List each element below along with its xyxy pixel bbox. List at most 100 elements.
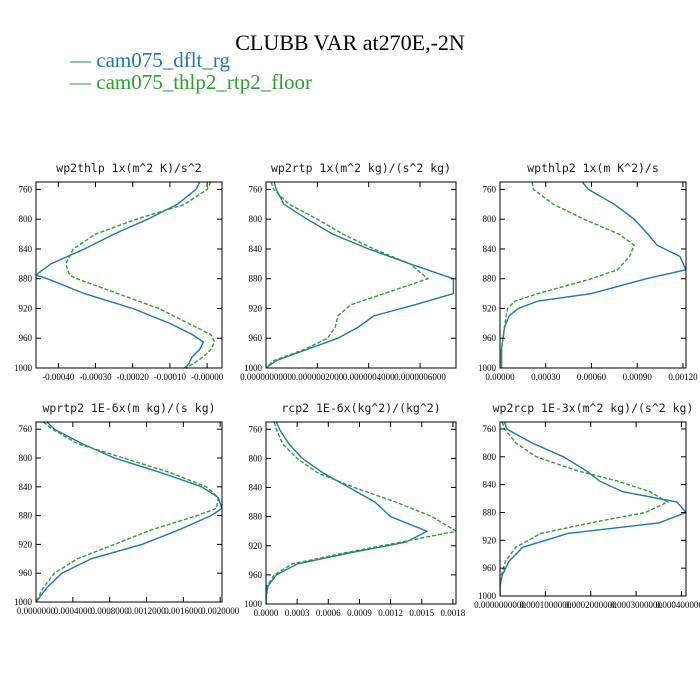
x-tick-label: 0.0009 <box>347 608 372 618</box>
x-tick-label: 0.00000 <box>485 372 515 382</box>
plot-frame <box>499 181 687 369</box>
x-tick-label: -0.00020 <box>117 372 150 382</box>
x-tick-label: -0.00010 <box>154 372 187 382</box>
x-tick-label: 0.0004000 <box>54 606 93 616</box>
y-tick-label: 840 <box>483 244 497 254</box>
y-tick-label: 840 <box>483 480 497 490</box>
y-tick-label: 1000 <box>14 363 33 373</box>
x-tick-label: 0.0000002000 <box>291 372 343 382</box>
x-tick-label: 0.0000 <box>254 608 279 618</box>
y-tick-label: 920 <box>483 303 497 313</box>
x-tick-label: 0.0000000 <box>17 606 56 616</box>
y-tick-label: 880 <box>249 512 263 522</box>
legend-entry-dflt-rg: — cam075_dflt_rg <box>70 48 231 72</box>
plot-frame <box>265 421 457 605</box>
y-tick-label: 800 <box>483 452 497 462</box>
plot-frame <box>35 421 223 603</box>
x-tick-label: 0.0020000 <box>201 606 240 616</box>
subplot-4: wprtp2 1E-6x(m kg)/(s kg) 760 800 840 880 920… <box>14 401 240 616</box>
series-line-thlp2-rtp2-floor <box>266 422 456 604</box>
x-tick-label: -0.00000 <box>191 372 224 382</box>
y-tick-label: 1000 <box>478 363 497 373</box>
y-tick-label: 800 <box>249 214 263 224</box>
y-tick-label: 800 <box>19 453 33 463</box>
y-tick-label: 1000 <box>244 599 263 609</box>
y-tick-label: 920 <box>249 303 263 313</box>
series-line-dflt-rg <box>266 182 455 368</box>
y-tick-label: 960 <box>483 563 497 573</box>
legend-entry-thlp2-rtp2-floor: — cam075_thlp2_rtp2_floor <box>70 70 313 94</box>
x-tick-label: 0.0006 <box>316 608 341 618</box>
y-tick-label: 960 <box>19 333 33 343</box>
figure-title: CLUBB VAR at270E,-2N <box>235 30 465 55</box>
x-tick-label: 0.0000000000 <box>240 372 292 382</box>
y-tick-label: 960 <box>249 570 263 580</box>
x-tick-label: 0.0008000 <box>91 606 130 616</box>
subplot-6: wp2rcp 1E-3x(m^2 kg)/(s^2 kg) 760 800 840 88… <box>474 401 700 610</box>
subplot-title: wp2rcp 1E-3x(m^2 kg)/(s^2 kg) <box>493 401 694 415</box>
y-tick-label: 800 <box>483 214 497 224</box>
y-tick-label: 960 <box>483 333 497 343</box>
y-tick-label: 920 <box>483 535 497 545</box>
x-tick-label: -0.00030 <box>79 372 112 382</box>
x-tick-label: -0.00040 <box>42 372 75 382</box>
x-tick-label: 0.0018 <box>441 608 466 618</box>
y-tick-label: 760 <box>19 424 33 434</box>
subplot-2: wp2rtp 1x(m^2 kg)/(s^2 kg) 760 800 840 880 92… <box>240 161 457 382</box>
y-tick-label: 760 <box>483 424 497 434</box>
y-tick-label: 840 <box>19 482 33 492</box>
y-tick-label: 760 <box>249 184 263 194</box>
y-tick-label: 880 <box>483 507 497 517</box>
x-tick-label: 0.0000000000 <box>474 600 526 610</box>
x-tick-label: 0.0001000000 <box>519 600 571 610</box>
subplot-title: wp2rtp 1x(m^2 kg)/(s^2 kg) <box>271 161 451 175</box>
y-tick-label: 760 <box>483 184 497 194</box>
series-line-dflt-rg <box>500 182 686 368</box>
series-line-dflt-rg <box>36 422 222 602</box>
series-line-thlp2-rtp2-floor <box>500 422 670 596</box>
plot-frame <box>265 181 457 369</box>
plot-frame <box>499 421 687 597</box>
x-tick-label: 0.00030 <box>531 372 561 382</box>
y-tick-label: 920 <box>19 303 33 313</box>
plot-frame <box>35 181 223 369</box>
series-line-dflt-rg <box>266 422 429 604</box>
legend-label-thlp2-rtp2-floor: cam075_thlp2_rtp2_floor <box>96 70 313 94</box>
series-line-dflt-rg <box>500 422 686 596</box>
x-tick-label: 0.0004000000 <box>656 600 700 610</box>
x-tick-label: 0.0003 <box>285 608 310 618</box>
x-tick-label: 0.0000006000 <box>394 372 446 382</box>
y-tick-label: 760 <box>19 184 33 194</box>
x-tick-label: 0.0016000 <box>164 606 203 616</box>
subplot-title: wpthlp2 1x(m K^2)/s <box>527 161 659 175</box>
y-tick-label: 920 <box>19 539 33 549</box>
x-tick-label: 0.0002000000 <box>565 600 617 610</box>
subplot-title: rcp2 1E-6x(kg^2)/(kg^2) <box>281 401 440 415</box>
y-tick-label: 840 <box>249 244 263 254</box>
x-tick-label: 0.0012000 <box>127 606 166 616</box>
subplot-3: wpthlp2 1x(m K^2)/s 760 800 840 880 920 960 100… <box>478 161 698 382</box>
series-line-thlp2-rtp2-floor <box>500 182 636 368</box>
y-tick-label: 1000 <box>14 597 33 607</box>
y-tick-label: 880 <box>19 511 33 521</box>
subplot-title: wprtp2 1E-6x(m kg)/(s kg) <box>42 401 215 415</box>
series-line-thlp2-rtp2-floor <box>36 422 220 602</box>
x-tick-label: 0.0000004000 <box>343 372 395 382</box>
y-tick-label: 760 <box>249 424 263 434</box>
series-line-dflt-rg <box>36 182 205 368</box>
y-tick-label: 960 <box>249 333 263 343</box>
y-tick-label: 880 <box>19 274 33 284</box>
series-line-thlp2-rtp2-floor <box>65 182 216 368</box>
x-tick-label: 0.0012 <box>378 608 403 618</box>
y-tick-label: 800 <box>249 453 263 463</box>
y-tick-label: 880 <box>483 274 497 284</box>
y-tick-label: 840 <box>19 244 33 254</box>
x-tick-label: 0.0015 <box>409 608 434 618</box>
y-tick-label: 920 <box>249 541 263 551</box>
y-tick-label: 1000 <box>478 591 497 601</box>
y-tick-label: 960 <box>19 568 33 578</box>
x-tick-label: 0.00120 <box>668 372 698 382</box>
y-tick-label: 840 <box>249 483 263 493</box>
x-tick-label: 0.00090 <box>623 372 653 382</box>
